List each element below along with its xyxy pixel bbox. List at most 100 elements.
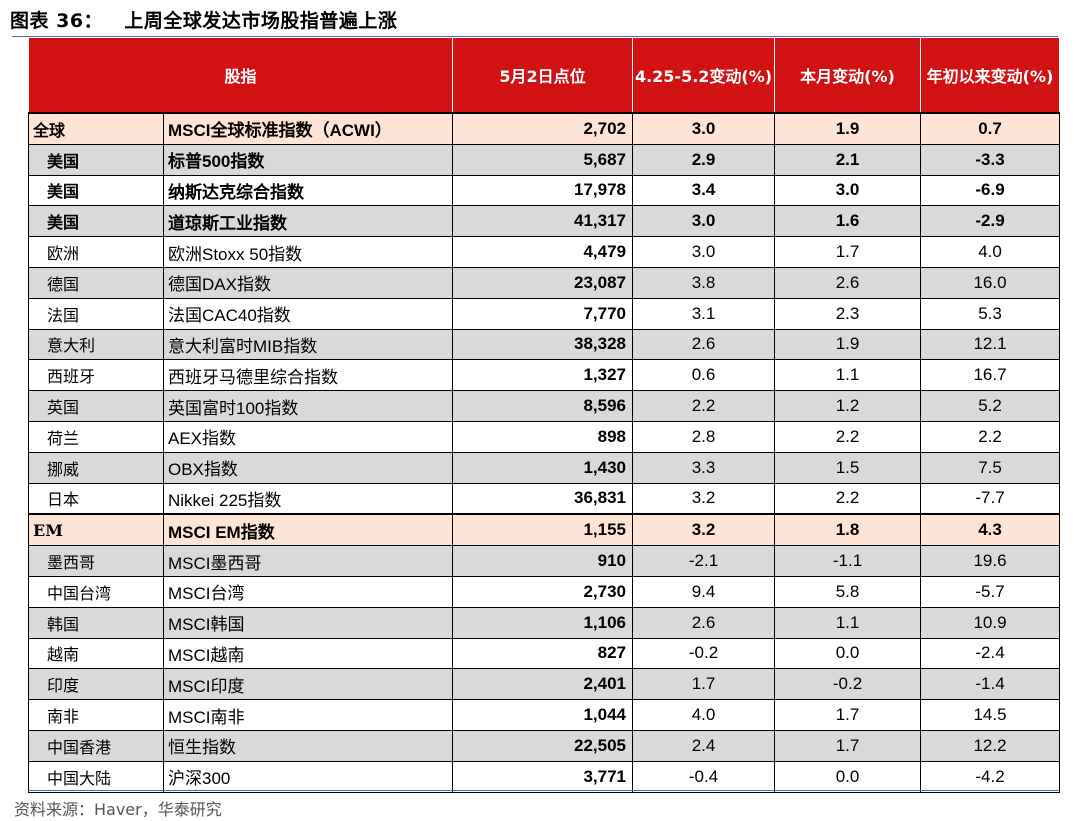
ytd-change-cell: 2.2 <box>920 421 1061 453</box>
month-change-cell: 0.0 <box>774 638 922 670</box>
index-name-cell: 沪深300 <box>162 761 454 793</box>
table-row: 印度 MSCI印度 2,401 1.7 -0.2 -1.4 <box>28 668 1061 701</box>
ytd-change-cell: 5.2 <box>920 390 1061 422</box>
ytd-change-cell: 12.2 <box>920 730 1061 762</box>
level-cell: 827 <box>452 638 634 670</box>
week-change-cell: 3.8 <box>632 267 776 299</box>
ytd-change-cell: -4.2 <box>920 761 1061 793</box>
level-cell: 2,702 <box>452 111 634 145</box>
table-row: 美国 纳斯达克综合指数 17,978 3.4 3.0 -6.9 <box>28 175 1061 207</box>
table-row: 中国台湾 MSCI台湾 2,730 9.4 5.8 -5.7 <box>28 576 1061 608</box>
index-name-cell: 西班牙马德里综合指数 <box>162 359 454 392</box>
level-cell: 4,479 <box>452 236 634 268</box>
region-cell: 美国 <box>28 175 164 207</box>
region-cell: 西班牙 <box>28 359 164 392</box>
index-name-cell: MSCI墨西哥 <box>162 545 454 577</box>
ytd-change-cell: -2.4 <box>920 638 1061 670</box>
region-cell: EM <box>28 513 164 547</box>
ytd-change-cell: 7.5 <box>920 452 1061 484</box>
table-body: 全球 MSCI全球标准指数（ACWI） 2,702 3.0 1.9 0.7 美国 标普500指… <box>28 111 1061 793</box>
table-row: 欧洲 欧洲Stoxx 50指数 4,479 3.0 1.7 4.0 <box>28 236 1061 268</box>
table-row: 意大利 意大利富时MIB指数 38,328 2.6 1.9 12.1 <box>28 329 1061 361</box>
region-cell: 德国 <box>28 267 164 299</box>
region-cell: 美国 <box>28 205 164 238</box>
month-change-cell: 1.8 <box>774 513 922 547</box>
bottom-divider <box>28 790 1059 791</box>
level-cell: 2,401 <box>452 668 634 701</box>
index-name-cell: MSCI越南 <box>162 638 454 670</box>
ytd-change-cell: 4.3 <box>920 513 1061 547</box>
ytd-change-cell: 16.7 <box>920 359 1061 392</box>
table-row: 日本 Nikkei 225指数 36,831 3.2 2.2 -7.7 <box>28 483 1061 515</box>
week-change-cell: -2.1 <box>632 545 776 577</box>
index-name-cell: MSCI韩国 <box>162 607 454 639</box>
week-change-cell: 3.0 <box>632 111 776 145</box>
month-change-cell: 1.1 <box>774 607 922 639</box>
index-name-cell: 恒生指数 <box>162 730 454 762</box>
region-cell: 法国 <box>28 298 164 330</box>
region-cell: 中国大陆 <box>28 761 164 793</box>
ytd-change-cell: 12.1 <box>920 329 1061 361</box>
level-cell: 898 <box>452 421 634 453</box>
month-change-cell: 2.2 <box>774 421 922 453</box>
ytd-change-cell: -5.7 <box>920 576 1061 608</box>
table-row: 南非 MSCI南非 1,044 4.0 1.7 14.5 <box>28 699 1061 731</box>
level-cell: 5,687 <box>452 144 634 176</box>
title-divider <box>12 36 1058 37</box>
month-change-cell: 1.7 <box>774 699 922 731</box>
table-row: 韩国 MSCI韩国 1,106 2.6 1.1 10.9 <box>28 607 1061 639</box>
week-change-cell: 2.8 <box>632 421 776 453</box>
month-change-cell: 1.2 <box>774 390 922 422</box>
week-change-cell: 3.3 <box>632 452 776 484</box>
week-change-cell: 2.6 <box>632 607 776 639</box>
index-name-cell: OBX指数 <box>162 452 454 484</box>
ytd-change-cell: 16.0 <box>920 267 1061 299</box>
month-change-cell: 1.1 <box>774 359 922 392</box>
level-cell: 7,770 <box>452 298 634 330</box>
month-change-cell: 2.2 <box>774 483 922 515</box>
month-change-cell: 2.1 <box>774 144 922 176</box>
level-cell: 3,771 <box>452 761 634 793</box>
source-note: 资料来源：Haver，华泰研究 <box>14 800 222 819</box>
ytd-change-cell: -7.7 <box>920 483 1061 515</box>
table-row: 越南 MSCI越南 827 -0.2 0.0 -2.4 <box>28 638 1061 670</box>
level-cell: 23,087 <box>452 267 634 299</box>
region-cell: 全球 <box>28 111 164 145</box>
table-row: 中国大陆 沪深300 3,771 -0.4 0.0 -4.2 <box>28 761 1061 793</box>
index-name-cell: 道琼斯工业指数 <box>162 205 454 238</box>
data-table-container: 股指 5月2日点位 4.25-5.2变动(%) 本月变动(%) 年初以来变动(%… <box>27 38 1061 793</box>
region-cell: 南非 <box>28 699 164 731</box>
region-cell: 荷兰 <box>28 421 164 453</box>
week-change-cell: 2.6 <box>632 329 776 361</box>
index-name-cell: Nikkei 225指数 <box>162 483 454 515</box>
level-cell: 1,327 <box>452 359 634 392</box>
region-cell: 中国香港 <box>28 730 164 762</box>
ytd-change-cell: 19.6 <box>920 545 1061 577</box>
week-change-cell: -0.4 <box>632 761 776 793</box>
table-row: 美国 标普500指数 5,687 2.9 2.1 -3.3 <box>28 144 1061 176</box>
table-header-row: 股指 5月2日点位 4.25-5.2变动(%) 本月变动(%) 年初以来变动(%… <box>27 38 1061 113</box>
week-change-cell: 3.0 <box>632 205 776 238</box>
table-row: 法国 法国CAC40指数 7,770 3.1 2.3 5.3 <box>28 298 1061 330</box>
month-change-cell: 1.5 <box>774 452 922 484</box>
index-name-cell: 德国DAX指数 <box>162 267 454 299</box>
region-cell: 美国 <box>28 144 164 176</box>
header-level: 5月2日点位 <box>452 38 634 113</box>
region-cell: 欧洲 <box>28 236 164 268</box>
month-change-cell: 1.9 <box>774 329 922 361</box>
level-cell: 1,106 <box>452 607 634 639</box>
ytd-change-cell: 0.7 <box>920 111 1061 145</box>
level-cell: 41,317 <box>452 205 634 238</box>
week-change-cell: 0.6 <box>632 359 776 392</box>
region-cell: 越南 <box>28 638 164 670</box>
table-row: 美国 道琼斯工业指数 41,317 3.0 1.6 -2.9 <box>28 205 1061 238</box>
level-cell: 36,831 <box>452 483 634 515</box>
region-cell: 意大利 <box>28 329 164 361</box>
table-row: 墨西哥 MSCI墨西哥 910 -2.1 -1.1 19.6 <box>28 545 1061 577</box>
ytd-change-cell: -3.3 <box>920 144 1061 176</box>
week-change-cell: 1.7 <box>632 668 776 701</box>
month-change-cell: 1.7 <box>774 236 922 268</box>
header-week-change: 4.25-5.2变动(%) <box>632 38 776 113</box>
header-index: 股指 <box>27 38 454 113</box>
week-change-cell: 2.4 <box>632 730 776 762</box>
